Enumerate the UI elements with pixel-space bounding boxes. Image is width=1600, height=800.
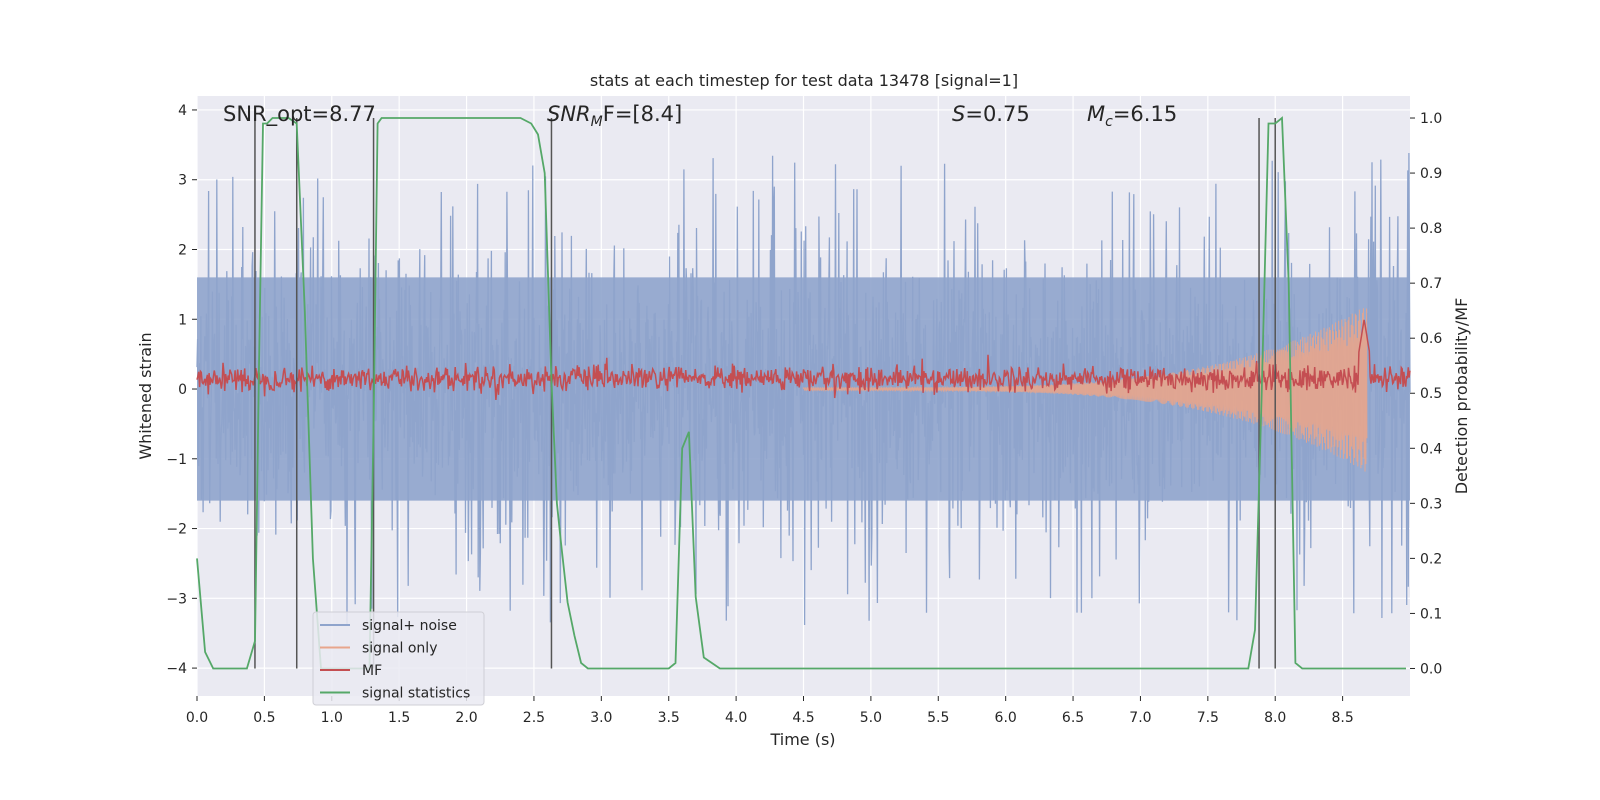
x-tick-label: 3.0 xyxy=(590,710,612,726)
legend-label: signal only xyxy=(362,641,437,657)
x-tick-label: 8.0 xyxy=(1264,710,1286,726)
legend-label: signal+ noise xyxy=(362,618,457,634)
x-tick-label: 4.5 xyxy=(792,710,814,726)
legend-label: signal statistics xyxy=(362,686,470,702)
right-tick-label: 1.0 xyxy=(1420,111,1442,127)
right-tick-label: 0.1 xyxy=(1420,606,1442,622)
annotations: SNR_opt=8.77 SNRMF=[8.4] S=0.75 Mc=6.15 xyxy=(223,102,1177,130)
left-axis-ticks: 4 3 2 1 0 −1 −2 −3 −4 xyxy=(166,103,197,677)
signal-noise-core xyxy=(197,277,1410,501)
legend-label: MF xyxy=(362,663,382,679)
x-tick-label: 1.5 xyxy=(388,710,410,726)
left-axis-label: Whitened strain xyxy=(136,332,155,459)
x-tick-label: 1.0 xyxy=(321,710,343,726)
snr-mf-annotation: SNRMF=[8.4] xyxy=(547,102,682,130)
left-tick-label: −2 xyxy=(166,522,187,538)
right-tick-label: 0.9 xyxy=(1420,166,1442,182)
x-tick-label: 2.0 xyxy=(455,710,477,726)
x-tick-label: 7.5 xyxy=(1197,710,1219,726)
mf-line xyxy=(196,319,1411,400)
signal-statistics-series xyxy=(196,116,1406,670)
right-tick-label: 0.3 xyxy=(1420,496,1442,512)
right-tick-label: 0.7 xyxy=(1420,276,1442,292)
left-tick-label: −1 xyxy=(166,452,187,468)
snr-opt-annotation: SNR_opt=8.77 xyxy=(223,102,376,127)
mc-base: M xyxy=(1087,102,1105,126)
left-tick-label: 1 xyxy=(178,312,187,328)
snr-mf-base: SNR xyxy=(547,102,591,126)
signal-only-series xyxy=(803,308,1368,472)
mc-annotation: Mc=6.15 xyxy=(1087,102,1177,130)
chart-title: stats at each timestep for test data 134… xyxy=(590,71,1018,90)
x-tick-label: 8.5 xyxy=(1331,710,1353,726)
signal-statistics-line xyxy=(196,116,1406,670)
signal-noise-series xyxy=(196,152,1411,626)
snr-mf-sub: M xyxy=(591,114,603,130)
right-tick-label: 0.8 xyxy=(1420,221,1442,237)
right-axis-ticks: 1.0 0.9 0.8 0.7 0.6 0.5 0.4 0.3 0.2 0.1 0.0 xyxy=(1410,111,1442,677)
x-tick-label: 5.0 xyxy=(860,710,882,726)
s-annotation: S=0.75 xyxy=(952,102,1030,126)
mf-series xyxy=(196,319,1411,400)
s-label: S xyxy=(952,102,965,126)
x-tick-label: 4.0 xyxy=(725,710,747,726)
left-tick-label: 2 xyxy=(178,242,187,258)
right-tick-label: 0.2 xyxy=(1420,551,1442,567)
left-tick-label: 4 xyxy=(178,103,187,119)
right-tick-label: 0.4 xyxy=(1420,441,1442,457)
x-tick-label: 6.0 xyxy=(995,710,1017,726)
left-tick-label: 0 xyxy=(178,382,187,398)
mc-sub: c xyxy=(1105,114,1113,130)
x-tick-label: 6.5 xyxy=(1062,710,1084,726)
left-tick-label: −3 xyxy=(166,591,187,607)
x-tick-label: 2.5 xyxy=(523,710,545,726)
legend-box xyxy=(312,611,485,706)
right-tick-label: 0.6 xyxy=(1420,331,1442,347)
right-axis-label: Detection probability/MF xyxy=(1452,298,1471,495)
x-axis-ticks: 0.0 0.5 1.0 1.5 2.0 2.5 3.0 3.5 4.0 4.5 5.0 5.5 6.0 6… xyxy=(186,696,1354,726)
x-tick-label: 0.5 xyxy=(253,710,275,726)
x-tick-label: 0.0 xyxy=(186,710,208,726)
x-axis-label: Time (s) xyxy=(769,730,835,749)
mc-value: =6.15 xyxy=(1113,102,1177,126)
snr-mf-rest: F=[8.4] xyxy=(603,102,682,126)
right-tick-label: 0.0 xyxy=(1420,661,1442,677)
legend: signal+ noise signal only MF signal statist… xyxy=(312,611,485,706)
left-tick-label: −4 xyxy=(166,661,187,677)
right-tick-label: 0.5 xyxy=(1420,386,1442,402)
left-tick-label: 3 xyxy=(178,173,187,189)
signal-only-line xyxy=(803,308,1368,472)
s-value: =0.75 xyxy=(965,102,1029,126)
x-tick-label: 5.5 xyxy=(927,710,949,726)
x-tick-label: 7.0 xyxy=(1129,710,1151,726)
x-tick-label: 3.5 xyxy=(658,710,680,726)
